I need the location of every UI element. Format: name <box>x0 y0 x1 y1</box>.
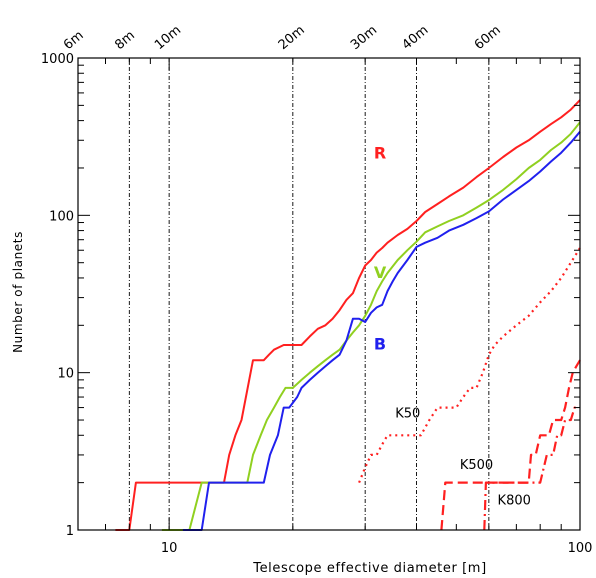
series-line-b <box>182 131 581 531</box>
x-tick-label: 100 <box>568 541 593 556</box>
x-axis-label: Telescope effective diameter [m] <box>252 561 487 576</box>
axis-ticks <box>77 58 581 531</box>
top-axis-labels: 6m 8m 10m 20m 30m 40m 60m <box>61 23 504 53</box>
series-labels: R V B K50 K500 K800 <box>374 143 531 508</box>
y-tick-label: 1000 <box>41 52 74 67</box>
top-axis-label: 20m <box>276 23 308 53</box>
series-line-r <box>115 99 581 531</box>
axis-tick-labels: 10 100 1 10 100 1000 <box>41 52 593 556</box>
top-axis-label: 30m <box>348 23 380 53</box>
reference-lines <box>128 58 490 530</box>
series-label-k800: K800 <box>498 494 531 509</box>
y-tick-label: 1 <box>66 524 74 539</box>
top-axis-label: 10m <box>152 23 184 53</box>
y-tick-label: 10 <box>57 367 74 382</box>
series-label-k50: K50 <box>395 406 420 421</box>
y-tick-label: 100 <box>49 209 74 224</box>
series-line-v <box>161 121 581 531</box>
series-layer <box>115 99 581 531</box>
series-label-r: R <box>374 143 386 162</box>
series-line-k800 <box>483 406 580 531</box>
y-axis-label: Number of planets <box>11 231 25 353</box>
top-axis-label: 60m <box>472 23 504 53</box>
top-axis-label: 40m <box>399 23 431 53</box>
plot-frame <box>77 57 581 531</box>
top-axis-label: 6m <box>61 28 87 53</box>
series-label-v: V <box>374 263 387 282</box>
x-tick-label: 10 <box>161 541 178 556</box>
series-label-b: B <box>374 335 386 354</box>
series-label-k500: K500 <box>460 458 493 473</box>
top-axis-label: 8m <box>112 28 138 53</box>
